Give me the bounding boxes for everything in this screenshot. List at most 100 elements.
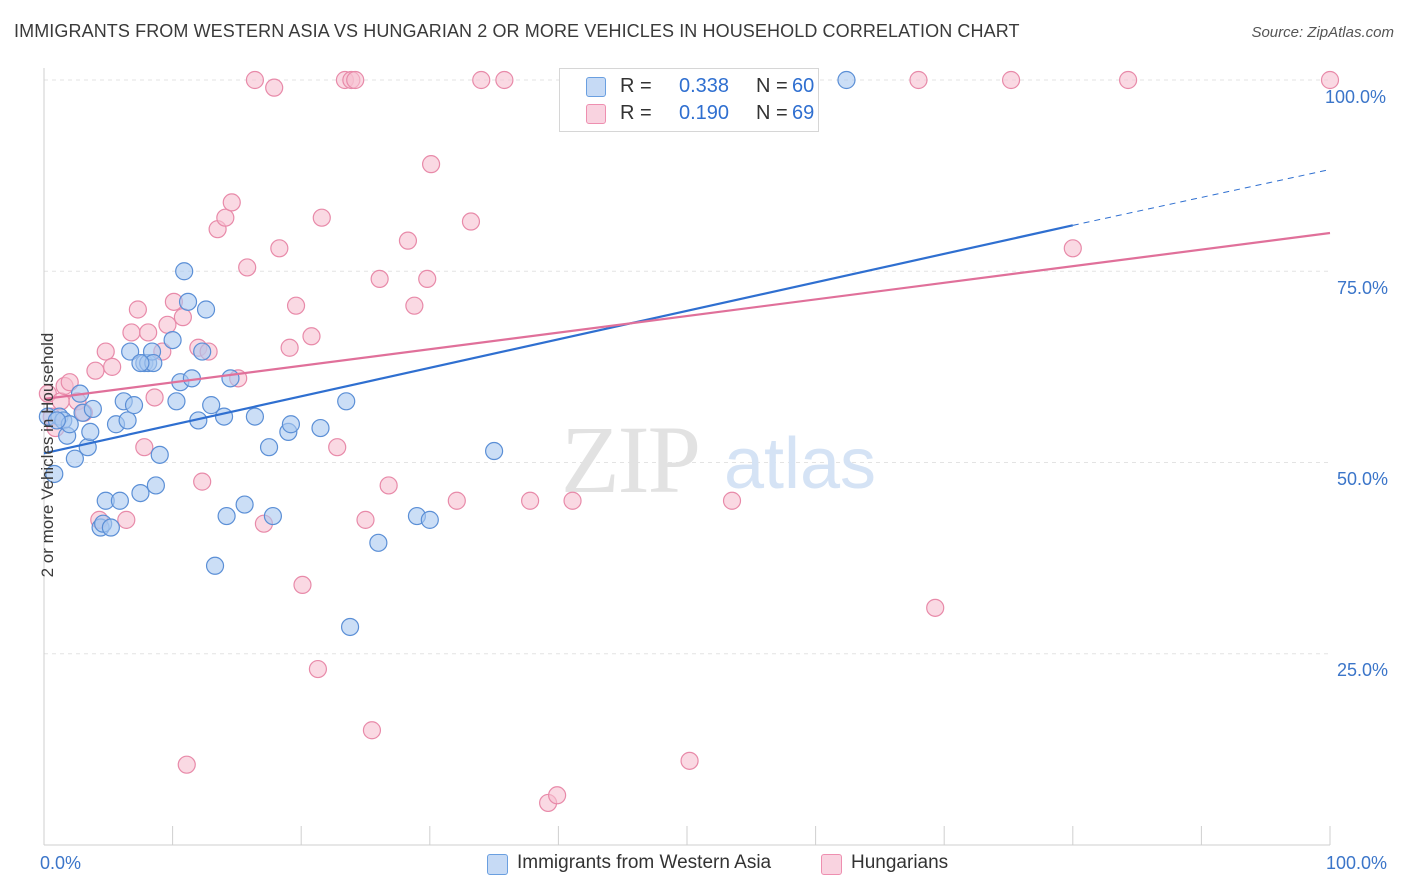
hungarians-point [293,575,312,595]
western-asia-point [311,418,330,438]
western-asia-trend-line [43,224,1074,455]
hungarians-point [245,70,265,90]
hungarians-point [328,438,347,457]
hungarians-point [86,361,105,380]
n-label: N = [756,102,788,124]
western-asia-point [178,292,198,311]
hungarians-point [60,373,79,392]
watermark: ZIP atlas [561,406,876,513]
trend-lines [43,169,1331,455]
hungarians-point [128,300,147,319]
hungarians-point [418,269,437,288]
western-asia-point [146,476,165,495]
n-label: N = [756,75,788,97]
hungarians-point [308,659,328,679]
hungarians-point [312,208,331,227]
western-asia-point [485,441,504,461]
hungarians-point [379,476,398,495]
y-tick-75: 75.0% [1337,278,1389,298]
r-label: R = [620,102,652,124]
hungarians-point [722,491,742,510]
hungarians-point [1063,239,1082,258]
western-asia-point [131,484,150,503]
western-asia-point [118,411,137,430]
n-value: 60 [792,75,815,97]
hungarians-point [362,721,382,740]
hungarians-point [117,510,136,529]
western-asia-point [131,353,150,373]
hungarians-point [135,438,154,457]
hungarians-point [173,308,192,327]
western-asia-point [45,464,64,484]
western-asia-point [337,392,356,411]
western-asia-point [235,495,254,514]
r-label: R = [620,75,652,97]
western-asia-point [110,491,129,510]
hungarians-point [521,491,540,510]
watermark-atlas: atlas [724,424,876,504]
grid-lines [44,79,1330,655]
western-asia-point [101,518,120,537]
western-asia-point [420,510,439,529]
hungarians-point [177,755,196,774]
legend-label: Immigrants from Western Asia [517,852,772,873]
hungarians-point [1320,70,1340,90]
western-asia-point [167,392,186,411]
hungarians-swatch [821,854,842,875]
stats-legend: R = 0.338 N = 60 R = 0.190 N = 69 [559,68,819,132]
western-asia-point [837,70,856,90]
western-asia-point [124,396,144,415]
hungarians-point [398,231,418,250]
hungarians-point [346,70,365,90]
r-value: 0.190 [679,102,730,124]
western-asia-trend-extension [1072,169,1331,226]
western-asia-point [205,556,225,575]
hungarians-point [1001,70,1021,90]
western-asia-point [263,506,283,526]
hungarians-point [909,70,928,90]
western-asia-point [340,617,360,637]
n-value: 69 [792,102,815,124]
western-asia-point [150,445,169,464]
hungarians-point [122,323,141,342]
hungarians-point [238,258,257,277]
hungarians-point [926,598,945,617]
chart-title: IMMIGRANTS FROM WESTERN ASIA VS HUNGARIA… [14,21,1020,41]
hungarians-point [158,315,177,334]
western-asia-point [65,449,84,468]
western-asia-point [81,422,100,441]
western-asia-point [369,533,388,552]
hungarians-point [563,491,582,510]
western-asia-point [217,506,236,526]
western-asia-point [221,369,240,388]
western-asia-point [163,331,182,350]
blue-swatch [586,77,606,97]
western-asia-point [202,396,221,415]
hungarians-point [302,327,321,346]
western-asia-point [214,407,234,426]
hungarians-point [139,323,158,342]
pink-swatch [586,104,606,124]
hungarians-point [193,472,212,491]
hungarians-point [680,751,699,770]
y-tick-25: 25.0% [1337,660,1389,680]
hungarians-trend-line [43,231,1331,401]
hungarians-point [405,296,424,315]
hungarians-point [356,510,375,529]
western-asia-point [121,342,140,361]
axes [43,68,1331,846]
western-asia-point [83,399,102,419]
y-tick-50: 50.0% [1337,469,1389,489]
hungarians-point [495,70,514,90]
x-tick-max: 100.0% [1326,853,1388,873]
hungarians-point [370,269,389,288]
hungarians-point [548,786,567,805]
y-axis-label: 2 or more Vehicles in Household [38,332,57,578]
hungarians-point [270,239,289,258]
y-axis-label-wrap: 2 or more Vehicles in Household [18,0,57,892]
western-asia-points [38,70,856,637]
western-asia-point [281,415,301,434]
hungarians-point [96,342,115,361]
western-asia-point [259,438,279,457]
hungarians-point [472,70,491,90]
